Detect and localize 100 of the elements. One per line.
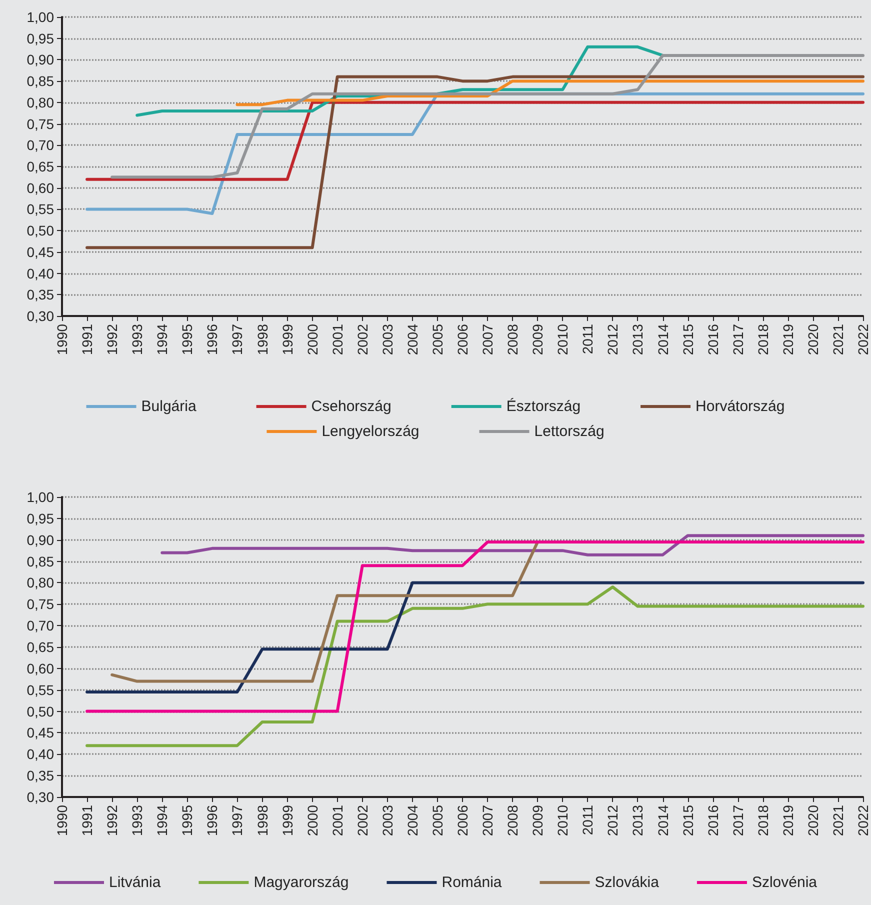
x-tick-label: 2022: [855, 804, 871, 836]
y-tick-label: 0,55: [26, 201, 54, 218]
x-tick-label: 1990: [54, 324, 70, 356]
x-tick-label: 2010: [554, 324, 571, 356]
x-tick-label: 1996: [204, 804, 220, 836]
x-tick-label: 1994: [154, 804, 170, 836]
x-tick-label: 1993: [129, 804, 146, 836]
y-tick-label: 0,70: [26, 618, 54, 634]
y-tick-label: 0,95: [26, 510, 54, 526]
y-tick-label: 0,60: [26, 660, 54, 676]
x-tick-label: 2011: [580, 804, 596, 836]
legend-label: Lengyelország: [322, 423, 420, 440]
x-tick-label: 2013: [630, 324, 646, 356]
x-tick-label: 2019: [780, 324, 796, 356]
x-tick-label: 2002: [354, 804, 370, 836]
legend-label: Észtország: [506, 397, 581, 415]
x-tick-label: 2012: [604, 804, 621, 836]
x-tick-label: 1995: [179, 804, 196, 836]
y-tick-label: 0,70: [26, 137, 54, 154]
x-tick-label: 2021: [830, 804, 846, 836]
y-tick-label: 0,50: [26, 703, 54, 720]
legend-label: Horvátország: [696, 398, 785, 415]
x-tick-label: 1997: [229, 804, 246, 836]
x-tick-label: 2000: [304, 804, 320, 836]
y-tick-label: 0,30: [26, 308, 54, 324]
x-tick-label: 2017: [730, 804, 746, 836]
y-tick-label: 0,80: [26, 94, 54, 110]
y-tick-label: 0,35: [26, 286, 54, 303]
x-tick-label: 2016: [704, 324, 721, 356]
legend-label: Szlovénia: [752, 874, 818, 891]
y-tick-label: 0,65: [26, 639, 54, 655]
x-tick-label: 2014: [654, 804, 671, 836]
legend-label: Lettország: [534, 423, 604, 440]
x-tick-label: 2010: [554, 804, 571, 836]
x-tick-label: 2004: [404, 324, 420, 356]
y-tick-label: 0,80: [26, 574, 54, 591]
y-tick-label: 0,85: [26, 553, 54, 570]
x-tick-label: 2001: [329, 804, 346, 836]
x-tick-label: 1990: [54, 804, 70, 836]
x-tick-label: 2016: [704, 804, 721, 836]
x-tick-label: 2006: [454, 804, 470, 836]
legend-label: Litvánia: [108, 874, 162, 891]
x-tick-label: 2020: [804, 804, 821, 836]
legend-label: Románia: [442, 874, 502, 891]
x-tick-label: 2007: [480, 804, 496, 836]
x-tick-label: 1992: [104, 324, 120, 356]
x-tick-label: 2000: [304, 324, 320, 356]
y-tick-label: 0,75: [26, 116, 54, 132]
y-tick-label: 0,85: [26, 73, 54, 90]
x-tick-label: 2002: [354, 324, 370, 356]
x-tick-label: 2005: [429, 804, 446, 836]
x-tick-label: 1999: [279, 804, 296, 836]
line-series: [110, 540, 540, 683]
legend-label: Magyarország: [254, 874, 349, 891]
line-series: [110, 54, 864, 179]
line-series: [86, 586, 864, 748]
y-tick-label: 0,75: [26, 596, 54, 612]
x-tick-label: 2009: [530, 804, 546, 836]
x-tick-label: 1995: [179, 324, 196, 356]
y-tick-label: 0,55: [26, 682, 54, 698]
y-tick-label: 0,45: [26, 244, 54, 260]
x-tick-label: 2011: [580, 324, 596, 354]
y-tick-label: 0,95: [26, 30, 54, 46]
x-tick-label: 2014: [654, 324, 671, 356]
x-tick-label: 1991: [79, 324, 96, 356]
x-tick-label: 1994: [154, 324, 170, 356]
x-tick-label: 1992: [104, 804, 120, 836]
y-tick-label: 0,45: [26, 724, 54, 741]
legend-label: Bulgária: [141, 398, 197, 415]
y-tick-label: 0,30: [26, 789, 54, 805]
x-tick-label: 2004: [404, 804, 420, 836]
y-tick-label: 0,65: [26, 158, 54, 174]
y-tick-label: 1,00: [26, 489, 54, 505]
x-tick-label: 1998: [254, 804, 270, 836]
x-tick-label: 2007: [480, 324, 496, 356]
y-tick-label: 0,40: [26, 265, 54, 282]
legend-label: Szlovákia: [594, 874, 660, 891]
x-tick-label: 2001: [329, 324, 346, 356]
y-tick-label: 0,60: [26, 180, 54, 196]
x-tick-label: 2018: [754, 804, 771, 836]
x-tick-label: 2018: [754, 324, 771, 356]
x-tick-label: 1991: [79, 804, 96, 836]
line-series: [160, 534, 864, 556]
x-tick-label: 2003: [379, 324, 396, 356]
y-tick-label: 0,35: [26, 768, 54, 784]
x-tick-label: 2022: [855, 324, 871, 356]
x-tick-label: 2003: [379, 804, 396, 836]
x-tick-label: 2017: [730, 324, 746, 356]
x-tick-label: 2012: [604, 324, 621, 356]
x-tick-label: 2013: [630, 804, 646, 836]
line-series: [236, 80, 864, 106]
y-tick-label: 1,00: [26, 9, 54, 25]
legend-label: Csehország: [311, 398, 392, 415]
x-tick-label: 2009: [530, 324, 546, 356]
x-tick-label: 2008: [504, 324, 521, 356]
x-tick-label: 1993: [129, 324, 146, 356]
y-tick-label: 0,90: [26, 52, 54, 68]
x-tick-label: 2008: [504, 804, 521, 836]
y-tick-label: 0,40: [26, 746, 54, 762]
x-tick-label: 2006: [454, 324, 470, 356]
